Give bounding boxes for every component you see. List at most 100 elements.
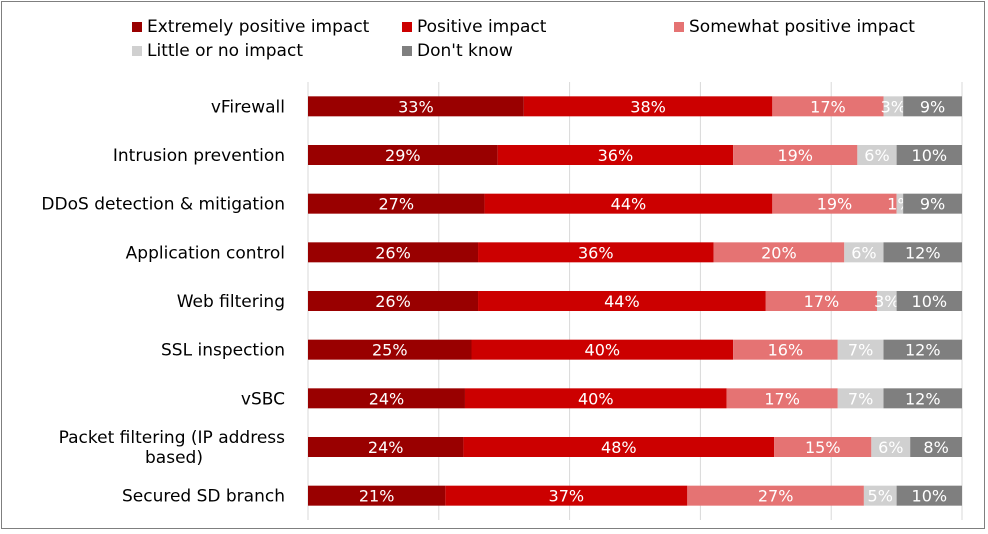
bar-segment — [903, 96, 962, 117]
category-label: Intrusion prevention — [113, 146, 285, 166]
bar-segment — [837, 339, 884, 360]
legend-swatch — [402, 22, 412, 32]
bar-segment — [478, 291, 766, 311]
bar-segment — [876, 291, 897, 311]
data-label: 40% — [578, 389, 614, 408]
data-label: 6% — [878, 438, 903, 457]
bar-segment — [765, 291, 877, 311]
data-label: 17% — [764, 389, 800, 408]
bar-segment — [308, 388, 465, 409]
bar-segment — [896, 145, 962, 165]
bar-segment — [471, 339, 734, 360]
data-label: 21% — [359, 487, 395, 506]
legend-swatch — [402, 46, 412, 56]
data-label: 3% — [881, 97, 906, 116]
data-label: 9% — [920, 195, 945, 214]
category-label: Secured SD branch — [122, 487, 285, 507]
data-label: 38% — [630, 97, 666, 116]
bar-segment — [713, 242, 845, 263]
category-label: Application control — [126, 243, 285, 263]
category-label: Web filtering — [177, 292, 285, 312]
data-label: 10% — [912, 487, 948, 506]
data-label: 17% — [804, 292, 840, 311]
data-label: 8% — [923, 438, 948, 457]
data-label: 7% — [848, 341, 873, 360]
data-label: 40% — [585, 341, 621, 360]
bar-segment — [896, 193, 904, 214]
bar-segment — [837, 388, 884, 409]
bar-segment — [478, 242, 714, 263]
legend-swatch — [132, 22, 142, 32]
data-label: 10% — [912, 146, 948, 165]
category-label: vFirewall — [211, 97, 285, 117]
bar-segment — [308, 291, 479, 311]
data-label: 33% — [398, 97, 434, 116]
bar-segment — [464, 388, 727, 409]
data-label: 26% — [375, 243, 411, 262]
data-label: 16% — [768, 341, 804, 360]
bar-segment — [772, 193, 897, 214]
bar-segment — [774, 437, 872, 457]
bar-segment — [687, 485, 864, 506]
data-label: 26% — [375, 292, 411, 311]
bar-segment — [484, 193, 773, 214]
legend-swatch — [674, 22, 684, 32]
bar-segment — [896, 291, 962, 311]
data-label: 36% — [578, 243, 614, 262]
bar-segment — [308, 339, 472, 360]
bar-segment — [445, 485, 688, 506]
bar-segment — [871, 437, 911, 457]
bar-segment — [883, 339, 962, 360]
bar-segment — [308, 242, 479, 263]
data-label: 37% — [549, 487, 585, 506]
legend-label: Don't know — [417, 41, 513, 61]
data-label: 36% — [598, 146, 634, 165]
bar-segment — [463, 437, 775, 457]
category-label: based) — [145, 448, 203, 468]
data-label: 44% — [604, 292, 640, 311]
bar-segment — [883, 96, 904, 117]
bar-segment — [844, 242, 884, 263]
bar-segment — [733, 339, 838, 360]
bar-segment — [733, 145, 858, 165]
data-label: 29% — [385, 146, 421, 165]
data-label: 27% — [379, 195, 415, 214]
category-labels: vFirewall Intrusion prevention DDoS detect… — [41, 97, 285, 506]
bar-segment — [772, 96, 884, 117]
bar-segment — [497, 145, 734, 165]
bars: 33% 38% 17% 3% 9%29% 36% 19% 6% 10%27% 44% 19% 1% 9%… — [308, 96, 962, 506]
bar-segment — [903, 193, 962, 214]
data-label: 19% — [817, 195, 853, 214]
bar-segment — [863, 485, 897, 506]
category-label: Packet filtering (IP address — [59, 428, 285, 448]
bar-segment — [896, 485, 962, 506]
legend-label: Positive impact — [417, 17, 547, 37]
legend-label: Somewhat positive impact — [689, 17, 915, 37]
data-label: 12% — [905, 341, 941, 360]
legend: Extremely positive impact Positive impact… — [132, 17, 915, 61]
data-label: 20% — [761, 243, 797, 262]
data-label: 6% — [864, 146, 889, 165]
legend-label: Little or no impact — [147, 41, 303, 61]
data-label: 19% — [777, 146, 813, 165]
data-label: 24% — [369, 389, 405, 408]
data-label: 7% — [848, 389, 873, 408]
data-label: 3% — [874, 292, 899, 311]
data-label: 27% — [758, 487, 794, 506]
data-label: 17% — [810, 97, 846, 116]
data-label: 25% — [372, 341, 408, 360]
bar-segment — [857, 145, 897, 165]
category-label: SSL inspection — [161, 341, 285, 361]
bar-segment — [308, 437, 464, 457]
data-label: 15% — [805, 438, 841, 457]
data-label: 10% — [912, 292, 948, 311]
legend-label: Extremely positive impact — [147, 17, 370, 37]
data-label: 24% — [368, 438, 404, 457]
bar-segment — [523, 96, 773, 117]
bar-segment — [910, 437, 962, 457]
bar-segment — [308, 145, 498, 165]
data-label: 6% — [851, 243, 876, 262]
data-label: 44% — [611, 195, 647, 214]
